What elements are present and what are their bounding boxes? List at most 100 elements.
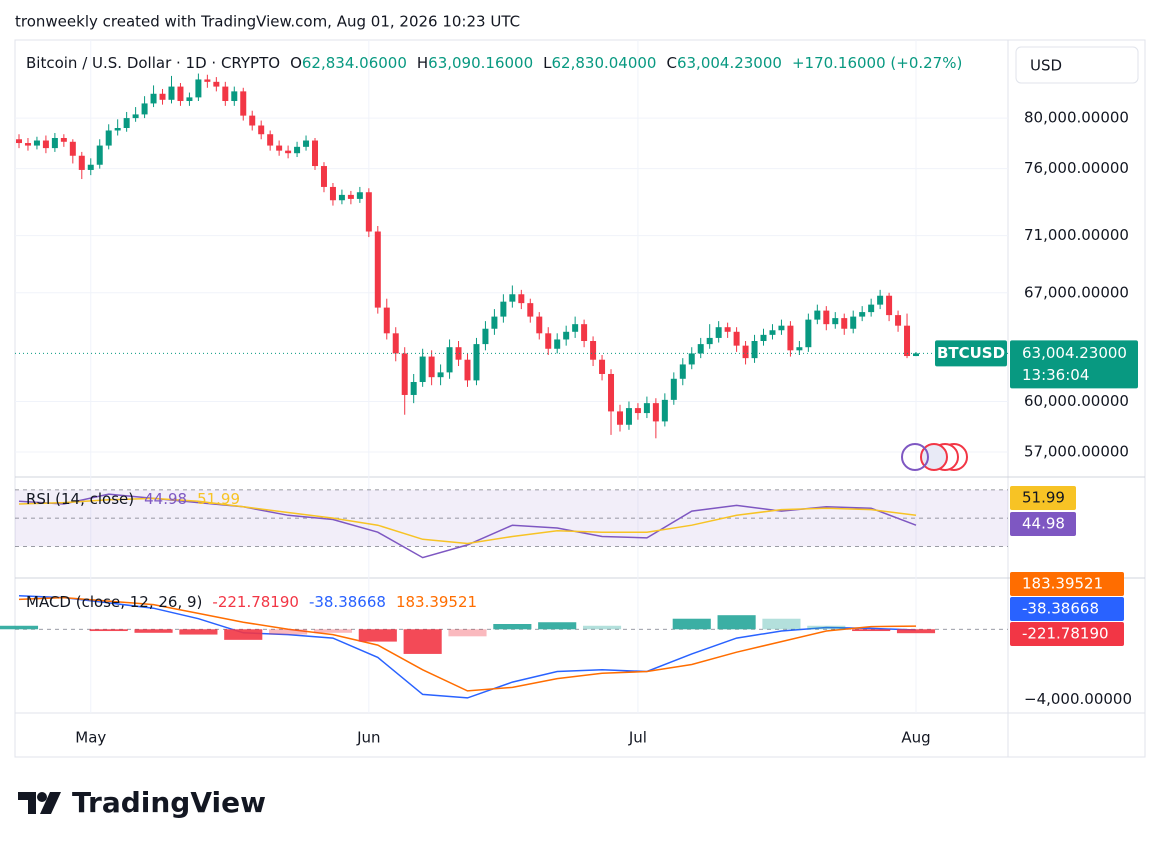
- x-tick-label: Aug: [901, 729, 930, 747]
- candle-body: [509, 294, 516, 302]
- candle-body: [751, 341, 758, 359]
- candle-body: [796, 347, 803, 351]
- candle-body: [760, 334, 767, 342]
- y-tick-label: 71,000.00000: [1024, 226, 1129, 244]
- candle-body: [69, 141, 76, 156]
- symbol-legend: Bitcoin / U.S. Dollar · 1D · CRYPTO O62,8…: [26, 54, 962, 72]
- candle-body: [356, 192, 363, 199]
- histogram-bar: [89, 629, 128, 632]
- symbol-badge-label: BTCUSD: [937, 344, 1005, 362]
- last-price-label: 63,004.23000: [1022, 344, 1127, 362]
- candle-body: [24, 143, 31, 146]
- candle-body: [599, 359, 606, 374]
- symbol-badge: [935, 340, 1007, 367]
- candle-body: [500, 301, 507, 317]
- candle-body: [33, 140, 40, 146]
- x-tick-label: Jul: [628, 729, 647, 747]
- candle-body: [455, 347, 462, 360]
- candle-body: [868, 304, 875, 313]
- candle-body: [294, 146, 301, 154]
- candle-body: [527, 303, 534, 317]
- candle-body: [491, 316, 498, 329]
- candle-body: [231, 91, 238, 102]
- value-badge: [1010, 597, 1124, 621]
- pane-value: 44.98: [144, 490, 187, 508]
- pane-title: RSI (14, close): [26, 490, 134, 508]
- candle-body: [661, 399, 668, 422]
- candle-body: [105, 130, 112, 146]
- candle-body: [419, 356, 426, 382]
- candle-body: [96, 145, 103, 165]
- ohlc-value: 63,090.16000: [428, 54, 533, 72]
- candle-body: [195, 79, 202, 98]
- candle-body: [634, 408, 641, 414]
- histogram-bar: [313, 629, 353, 633]
- rsi-line: [18, 497, 917, 545]
- value-badge: [1010, 486, 1076, 510]
- histogram-bar: [179, 629, 218, 635]
- candle-body: [608, 373, 615, 412]
- candle-body: [787, 325, 794, 351]
- candle-body: [679, 364, 686, 379]
- candle-body: [51, 137, 58, 149]
- candle-body: [213, 81, 220, 87]
- candle-body: [401, 353, 408, 395]
- candle-body: [60, 137, 67, 142]
- candle-body: [320, 166, 327, 187]
- candle-body: [643, 403, 650, 414]
- currency-button[interactable]: [1015, 46, 1139, 84]
- candle-body: [733, 331, 740, 346]
- candle-body: [374, 231, 381, 308]
- pane-value: -221.78190: [212, 593, 299, 611]
- candle-body: [383, 307, 390, 334]
- y-tick-label: 57,000.00000: [1024, 443, 1129, 461]
- candle-body: [482, 328, 489, 345]
- candle-body: [832, 318, 839, 325]
- symbol: Bitcoin / U.S. Dollar · 1D · CRYPTO: [26, 54, 280, 72]
- candle-body: [267, 134, 274, 146]
- candle-body: [886, 295, 893, 316]
- value-badge-label: -38.38668: [1022, 600, 1099, 618]
- candle-body: [303, 140, 310, 147]
- value-badge: [1010, 622, 1124, 646]
- histogram-bar: [224, 629, 263, 640]
- plot: May Jun Jul Aug 57,000.00000 60,000.00000 67,0…: [0, 40, 1138, 747]
- histogram-bar: [582, 625, 622, 630]
- histogram-bar: [807, 625, 846, 630]
- candle-body: [904, 325, 911, 357]
- candle-body: [437, 372, 444, 378]
- candle-body: [670, 378, 677, 400]
- candle-body: [204, 79, 211, 82]
- pane-value: 183.39521: [396, 593, 477, 611]
- value-badge-label: 51.99: [1022, 489, 1065, 507]
- histogram-bar: [448, 629, 487, 637]
- currency[interactable]: USD: [1030, 57, 1062, 75]
- brand-logo: [18, 792, 61, 814]
- candle-body: [895, 315, 902, 326]
- candle-body: [249, 115, 256, 126]
- candle-body: [123, 118, 130, 128]
- candle-body: [859, 312, 866, 317]
- histogram-bar: [538, 622, 577, 630]
- y-tick-label: 76,000.00000: [1024, 159, 1129, 177]
- candle-body: [446, 347, 453, 373]
- y-tick-label: 67,000.00000: [1024, 283, 1129, 301]
- pane-value: -38.38668: [309, 593, 386, 611]
- y-tick-label: 80,000.00000: [1024, 109, 1129, 127]
- value-badge: [1010, 572, 1124, 596]
- histogram-bar: [0, 625, 39, 630]
- candle-body: [78, 155, 85, 170]
- candle-body: [688, 353, 695, 365]
- candle-body: [329, 186, 336, 201]
- candle-body: [365, 192, 372, 232]
- candle-body: [563, 331, 570, 340]
- value-badge-label: 44.98: [1022, 515, 1065, 533]
- candle-body: [545, 333, 552, 349]
- y-tick-label: −4,000.00000: [1024, 690, 1132, 708]
- flag-icons: [901, 443, 968, 471]
- candle-body: [769, 330, 776, 335]
- candle-body: [150, 93, 157, 104]
- candle-body: [222, 86, 229, 102]
- candle-body: [347, 194, 354, 199]
- candle-body: [913, 353, 919, 357]
